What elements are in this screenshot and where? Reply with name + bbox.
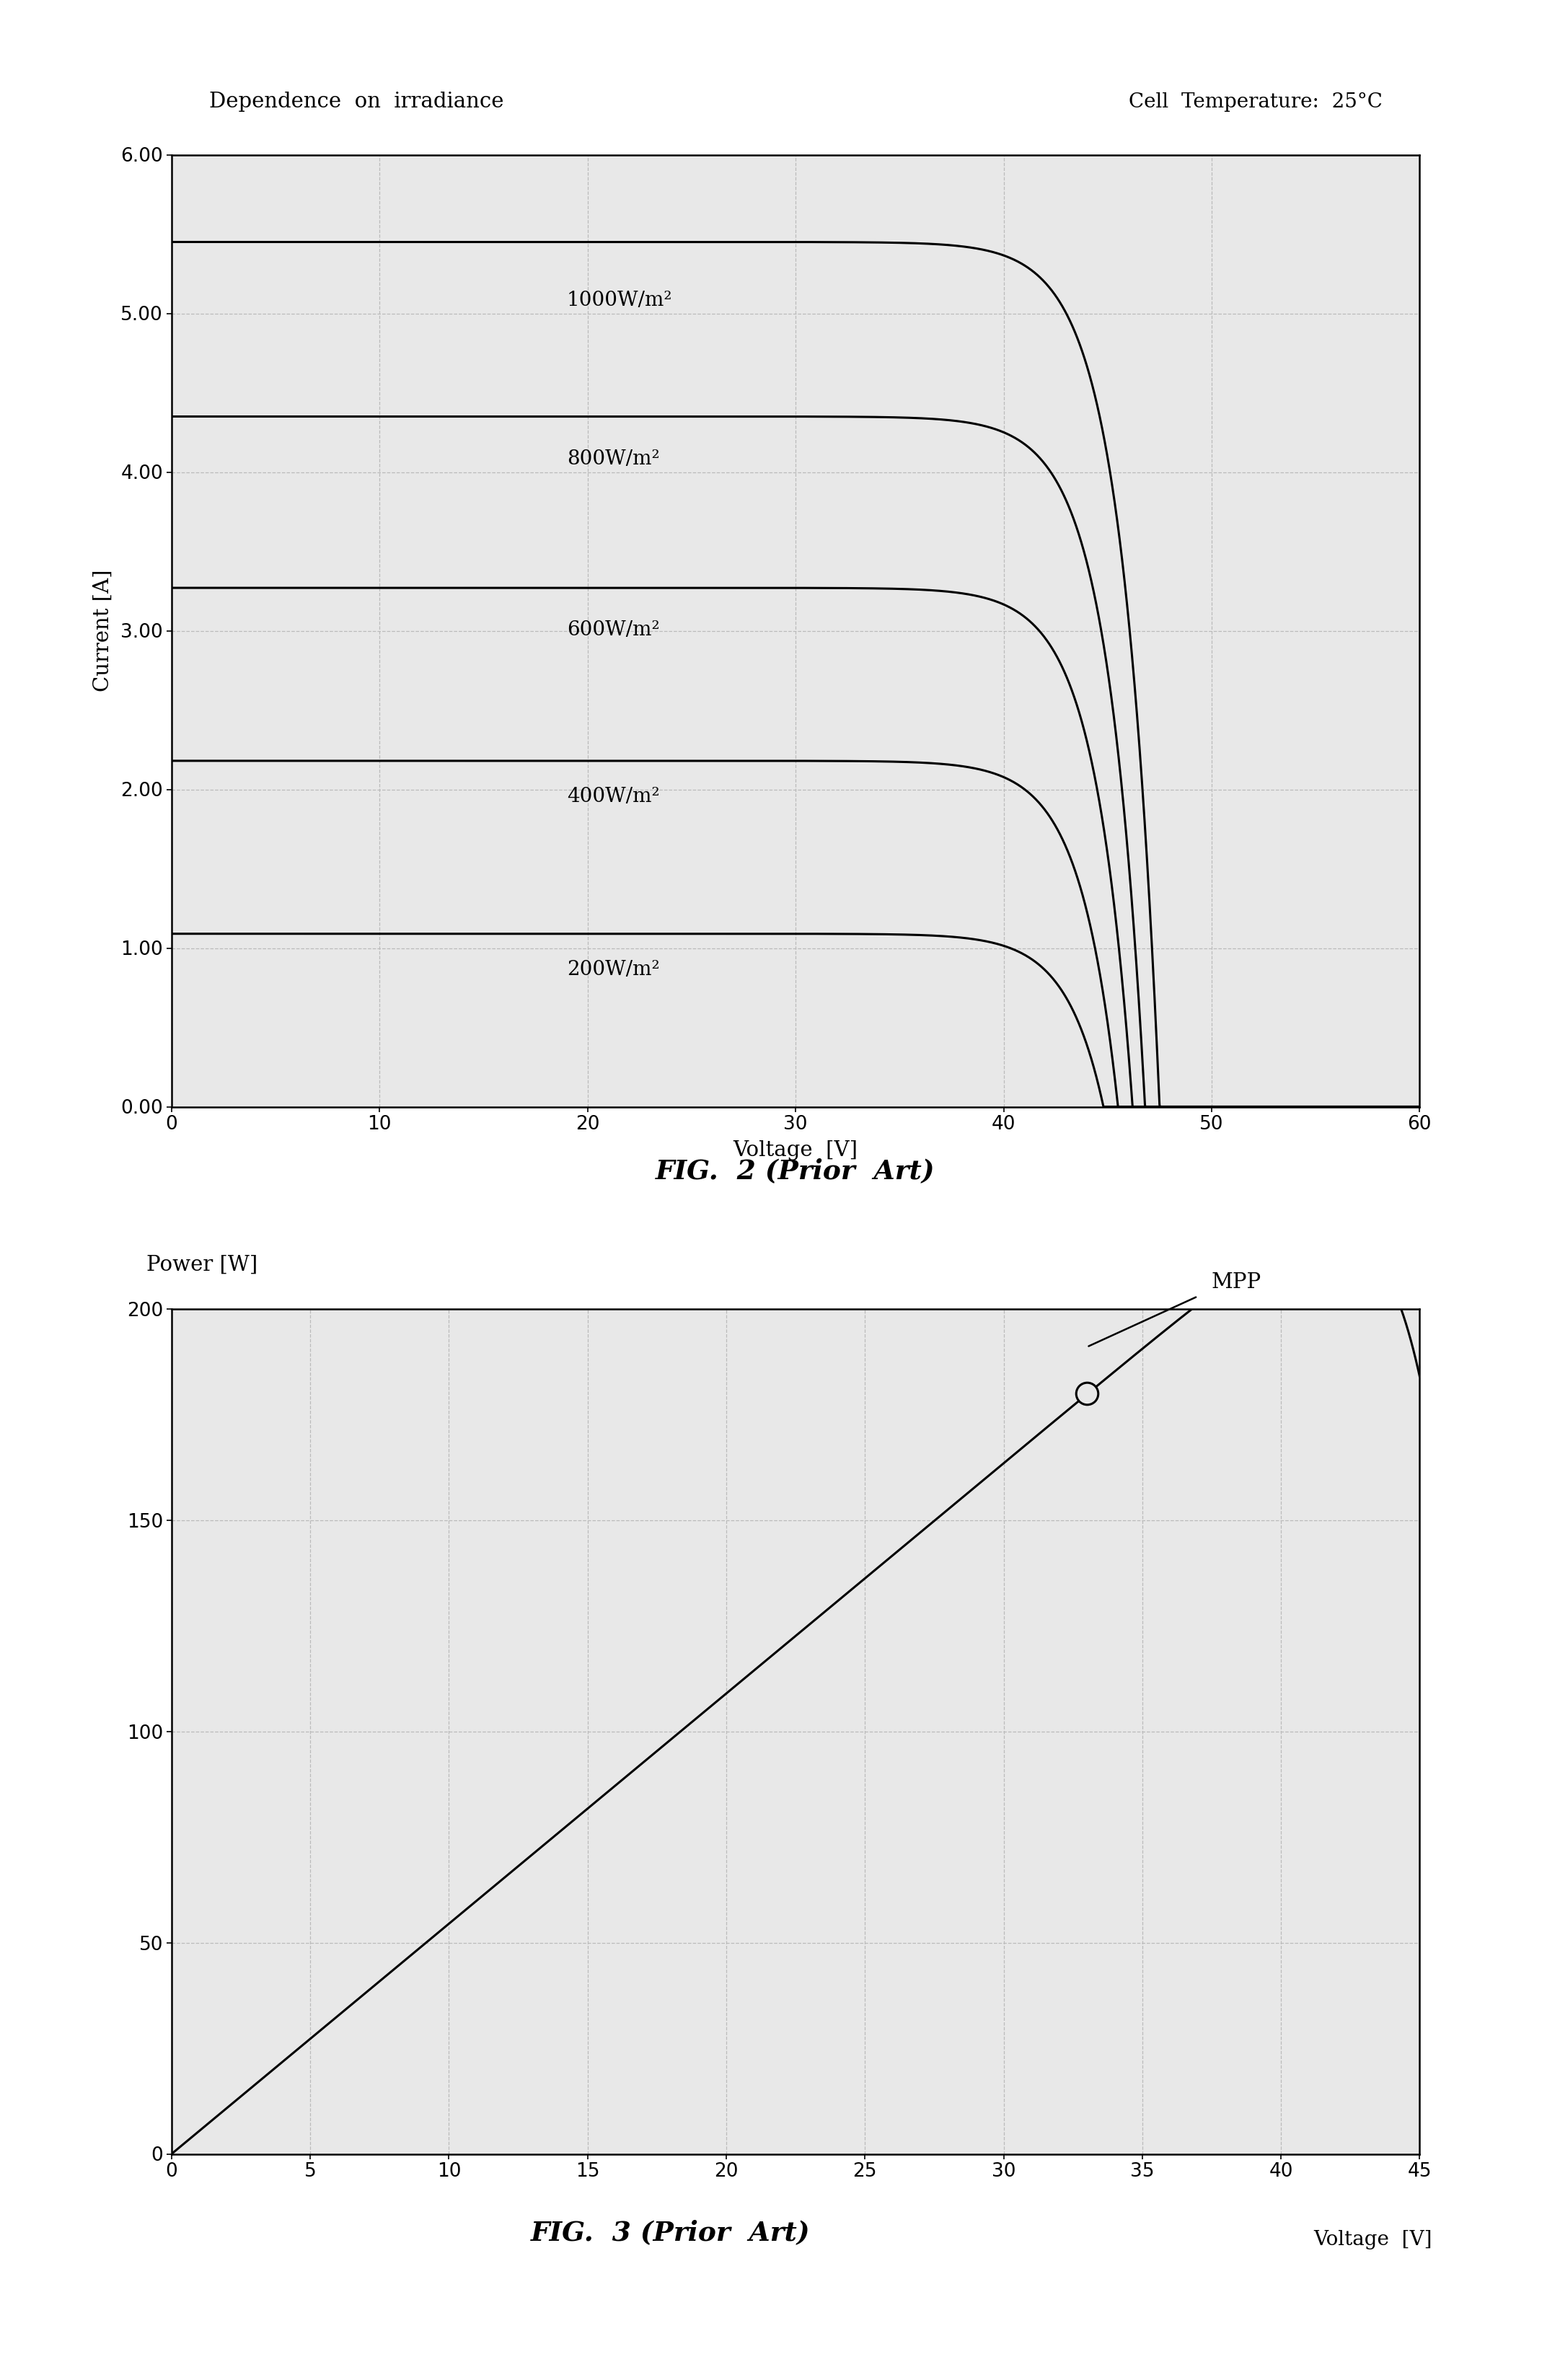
Text: Cell  Temperature:  25°C: Cell Temperature: 25°C	[1128, 93, 1382, 112]
X-axis label: Voltage  [V]: Voltage [V]	[733, 1140, 858, 1159]
Y-axis label: Current [A]: Current [A]	[92, 569, 112, 693]
Text: FIG.  2 (Prior  Art): FIG. 2 (Prior Art)	[655, 1157, 936, 1185]
Text: 400W/m²: 400W/m²	[566, 788, 660, 807]
Text: 800W/m²: 800W/m²	[566, 450, 660, 469]
Text: Dependence  on  irradiance: Dependence on irradiance	[209, 93, 504, 112]
Text: Voltage  [V]: Voltage [V]	[1314, 2230, 1432, 2249]
Text: 1000W/m²: 1000W/m²	[566, 290, 672, 309]
Text: FIG.  3 (Prior  Art): FIG. 3 (Prior Art)	[530, 2218, 811, 2247]
Text: MPP: MPP	[1212, 1271, 1262, 1292]
Text: Power [W]: Power [W]	[147, 1254, 257, 1276]
Text: 600W/m²: 600W/m²	[566, 621, 660, 640]
Text: 200W/m²: 200W/m²	[566, 959, 660, 978]
